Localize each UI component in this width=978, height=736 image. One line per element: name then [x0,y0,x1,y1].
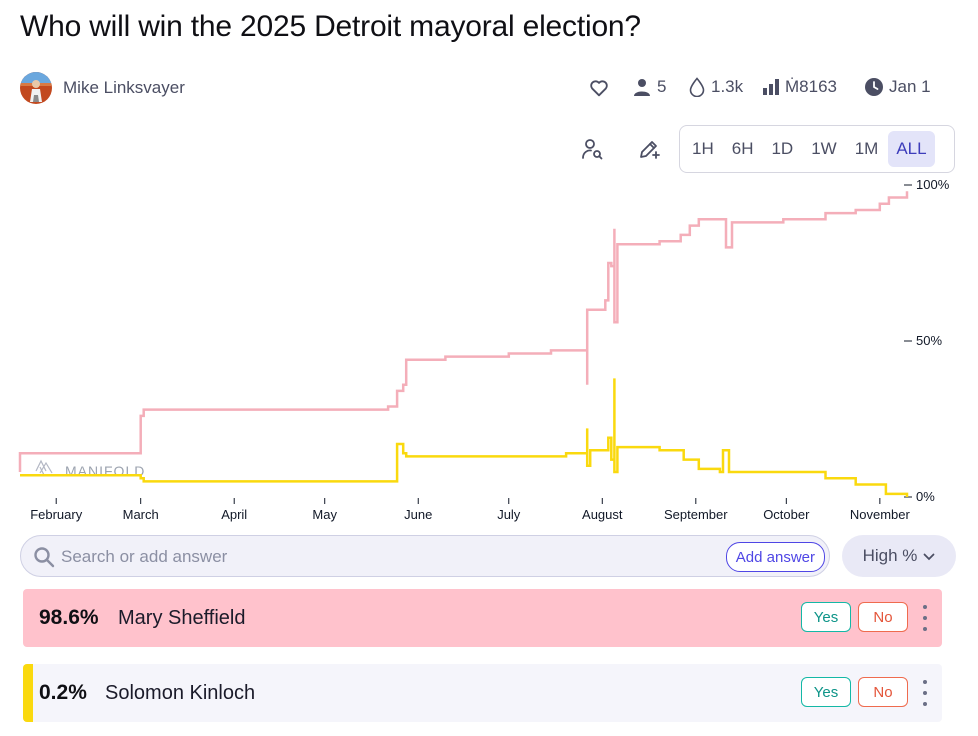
answer-row[interactable]: 0.2% Solomon Kinloch Yes No [23,664,942,722]
watermark-text: MANIFOLD [65,463,145,479]
range-1m-button[interactable]: 1M [854,139,879,158]
volume-stat[interactable]: 1.3k [688,77,743,97]
close-date-value: Jan 1 [889,77,931,96]
range-1h-button[interactable]: 1H [692,139,714,158]
droplet-icon [688,77,706,97]
yes-button[interactable]: Yes [801,602,851,632]
sort-dropdown[interactable]: High % [842,535,956,577]
bar-chart-icon [762,78,780,96]
like-button[interactable] [588,77,610,99]
author-avatar[interactable] [20,72,52,104]
x-tick-label: August [582,507,623,522]
y-axis: 100% 50% 0% [904,177,950,504]
close-date-stat[interactable]: Jan 1 [864,77,931,97]
view-user-bets-button[interactable] [577,136,607,166]
no-button[interactable]: No [858,677,908,707]
chart-series [18,191,909,497]
x-tick-label: September [664,507,728,522]
answer-name: Solomon Kinloch [105,682,256,704]
range-all-button[interactable]: ALL [888,131,935,167]
x-tick-label: May [312,507,337,522]
x-tick-label: February [30,507,83,522]
clock-icon [864,77,884,97]
range-1d-button[interactable]: 1D [771,139,794,158]
add-answer-button[interactable]: Add answer [725,542,825,572]
yes-button[interactable]: Yes [801,677,851,707]
answer-row[interactable]: 98.6% Mary Sheffield Yes No [23,589,942,647]
range-6h-button[interactable]: 6H [731,139,754,158]
no-button[interactable]: No [858,602,908,632]
answer-search-bar: Add answer [20,535,830,577]
x-tick-label: October [763,507,810,522]
kebab-icon[interactable] [920,605,930,631]
answer-name: Mary Sheffield [118,607,246,629]
x-tick-label: April [221,507,247,522]
liquidity-stat[interactable]: Ṁ8163 [762,77,837,97]
answer-percent: 0.2% [39,681,87,704]
search-input[interactable] [59,544,703,570]
x-tick-label: March [123,507,159,522]
x-axis: February March April May June July August Septe… [30,498,910,522]
range-1w-button[interactable]: 1W [811,139,837,158]
y-tick-label: 50% [916,333,942,348]
chevron-down-icon [923,546,935,566]
y-tick-label: 100% [916,177,950,192]
x-tick-label: June [404,507,432,522]
user-search-icon [580,137,604,166]
pencil-plus-icon [637,137,661,166]
answer-probability-bar [23,664,33,722]
search-icon [33,546,55,573]
time-range-selector: 1H 6H 1D 1W 1M ALL [679,125,955,173]
y-tick-label: 0% [916,489,935,504]
liquidity-value: Ṁ8163 [785,77,837,96]
author-name[interactable]: Mike Linksvayer [63,78,185,97]
traders-stat[interactable]: 5 [632,77,666,97]
probability-chart[interactable]: 100% 50% 0% February March April May June July A… [0,175,978,527]
kebab-icon[interactable] [920,680,930,706]
series-line [20,378,909,497]
traders-count: 5 [657,77,667,96]
question-title: Who will win the 2025 Detroit mayoral el… [20,10,641,43]
x-tick-label: November [850,507,911,522]
draw-annotation-button[interactable] [634,136,664,166]
series-line [18,191,909,472]
volume-value: 1.3k [711,77,744,96]
heart-icon [588,77,610,99]
user-icon [632,77,652,97]
sort-label: High % [862,546,918,565]
x-tick-label: July [497,507,521,522]
answer-percent: 98.6% [39,606,99,629]
